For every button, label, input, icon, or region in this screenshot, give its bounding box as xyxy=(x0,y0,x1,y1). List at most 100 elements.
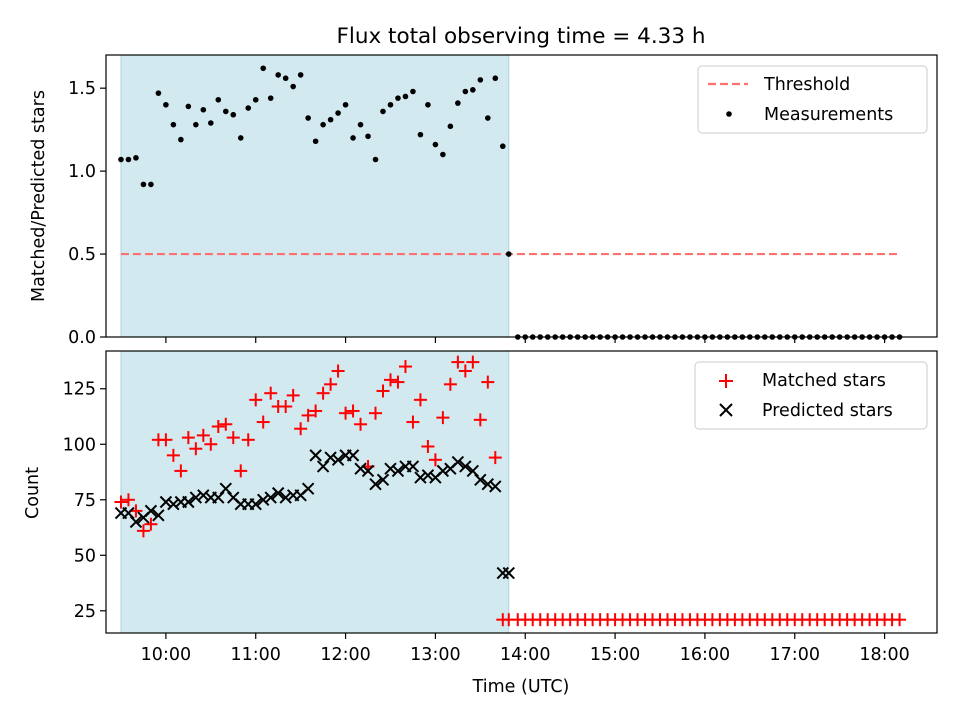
top-yticks: 0.0 0.5 1.0 1.5 xyxy=(68,79,106,348)
predicted-stars-point xyxy=(182,495,195,509)
bottom-ytick-label: 100 xyxy=(63,435,96,455)
bottom-legend-matched-label: Matched stars xyxy=(762,371,886,391)
measurements-point xyxy=(118,156,124,163)
measurements-point xyxy=(372,156,379,163)
top-observing-window xyxy=(120,54,510,338)
matched-stars-point xyxy=(331,364,345,378)
measurements-point xyxy=(208,120,214,126)
matched-stars-point xyxy=(488,451,502,465)
measurements-point xyxy=(462,88,469,95)
measurements-point xyxy=(447,123,454,130)
predicted-stars-point xyxy=(474,473,487,486)
measurements-point xyxy=(402,93,409,100)
matched-stars-point xyxy=(136,524,150,538)
predicted-stars-point xyxy=(271,486,285,500)
measurements-point xyxy=(297,72,304,78)
matched-stars-point xyxy=(114,495,128,509)
top-axes-frame xyxy=(105,54,938,338)
bottom-legend-predicted-label: Predicted stars xyxy=(762,401,893,421)
bottom-points-layer xyxy=(114,355,907,627)
measurements-point xyxy=(505,251,512,257)
matched-stars-point xyxy=(121,493,135,507)
measurements-point xyxy=(417,131,424,138)
measurements-point xyxy=(237,135,244,141)
bottom-observing-window xyxy=(120,350,510,634)
measurements-point xyxy=(275,72,281,78)
measurements-point xyxy=(140,181,147,188)
measurements-point xyxy=(155,90,162,96)
predicted-stars-point xyxy=(421,469,435,482)
measurements-point xyxy=(312,138,319,145)
matched-stars-point xyxy=(339,406,353,420)
matched-stars-point xyxy=(174,464,188,478)
bottom-xticks: 10:00 11:00 12:00 13:00 14:00 15:00 16:00 17:00… xyxy=(141,633,910,665)
top-ytick-label: 1.0 xyxy=(68,162,96,182)
measurements-point xyxy=(267,95,274,101)
measurements-point xyxy=(380,108,386,115)
matched-stars-point xyxy=(458,364,472,378)
bottom-panel: 25 50 75 100 125 10:00 11:00 12:00 13:00 14:00 15… xyxy=(23,350,938,697)
xtick-label: 11:00 xyxy=(231,645,281,665)
matched-stars-point xyxy=(159,433,173,447)
predicted-stars-point xyxy=(301,482,315,495)
xtick-label: 16:00 xyxy=(680,645,730,665)
measurements-point xyxy=(499,143,506,150)
figure-title: Flux total observing time = 4.33 h xyxy=(337,24,706,49)
measurements-point xyxy=(320,121,326,128)
measurements-point xyxy=(148,181,154,188)
xtick-label: 15:00 xyxy=(590,645,640,665)
matched-stars-point xyxy=(391,375,405,389)
matched-stars-point xyxy=(196,428,210,442)
bottom-window-layer xyxy=(120,350,510,634)
matched-stars-point xyxy=(893,613,907,627)
measurements-point xyxy=(133,155,139,161)
predicted-stars-point xyxy=(361,464,375,478)
matched-stars-point xyxy=(324,377,338,391)
xtick-label: 13:00 xyxy=(410,645,460,665)
top-legend: Threshold Measurements xyxy=(697,65,928,134)
top-ytick-label: 0.5 xyxy=(68,245,96,265)
measurements-point xyxy=(365,133,371,140)
top-ytick-label: 1.5 xyxy=(68,79,96,99)
xtick-label: 10:00 xyxy=(141,645,191,665)
top-legend-measurements-label: Measurements xyxy=(764,105,893,125)
matched-stars-point xyxy=(181,431,195,445)
measurements-point xyxy=(492,75,499,82)
measurements-point xyxy=(282,75,289,82)
matched-stars-point xyxy=(354,417,368,431)
matched-stars-point xyxy=(294,422,308,436)
measurements-point xyxy=(170,121,177,128)
predicted-stars-point xyxy=(346,449,360,462)
matched-stars-point xyxy=(406,415,420,429)
predicted-stars-point xyxy=(167,498,180,511)
matched-stars-point xyxy=(376,384,390,398)
matched-stars-point xyxy=(219,417,233,431)
measurements-point xyxy=(200,106,207,113)
measurements-point xyxy=(230,111,237,118)
measurements-point xyxy=(252,96,259,103)
xtick-label: 14:00 xyxy=(500,645,550,665)
measurements-point xyxy=(477,77,484,83)
bottom-ylabel: Count xyxy=(23,467,43,519)
xtick-label: 18:00 xyxy=(859,645,909,665)
predicted-stars-point xyxy=(331,453,345,467)
measurements-point xyxy=(455,100,461,106)
matched-stars-point xyxy=(413,393,427,407)
measurements-point xyxy=(222,108,229,115)
measurements-point xyxy=(327,116,334,123)
predicted-stars-point xyxy=(197,489,210,502)
top-legend-threshold-label: Threshold xyxy=(763,75,850,95)
top-legend-box xyxy=(697,65,928,134)
measurements-point xyxy=(185,103,192,110)
measurements-point xyxy=(357,121,364,128)
measurements-point xyxy=(387,101,394,108)
measurements-point xyxy=(290,83,296,90)
predicted-stars-point xyxy=(249,498,262,511)
predicted-stars-point xyxy=(257,493,270,506)
measurements-point xyxy=(260,65,267,72)
measurements-point xyxy=(215,96,222,103)
bottom-axes-frame xyxy=(105,350,938,634)
matched-stars-point xyxy=(451,355,465,369)
matched-stars-point xyxy=(226,431,240,445)
